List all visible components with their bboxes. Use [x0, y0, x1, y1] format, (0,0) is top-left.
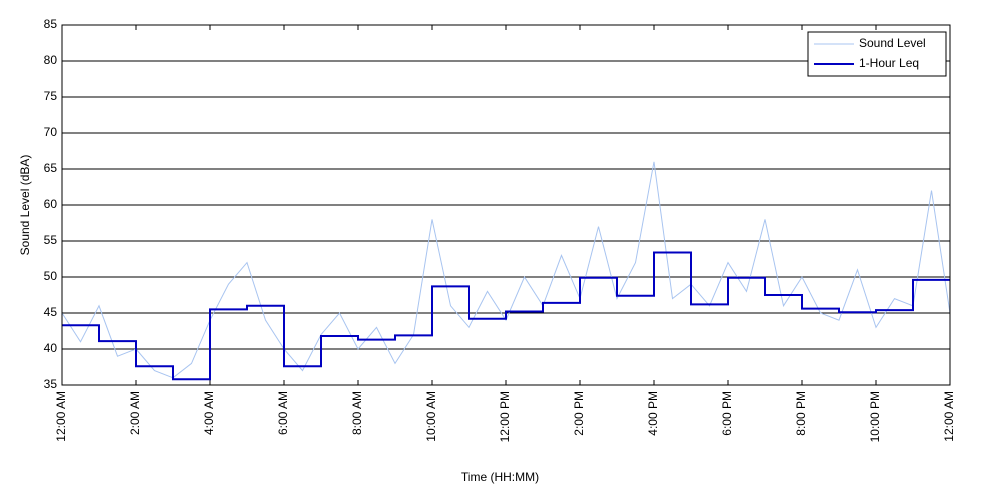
y-tick-label: 55 — [44, 233, 58, 247]
plot-frame — [61, 24, 951, 386]
x-axis-label: Time (HH:MM) — [461, 470, 539, 484]
x-tick-label: 4:00 PM — [646, 391, 660, 436]
x-tick-label: 10:00 AM — [424, 391, 438, 442]
y-axis-label: Sound Level (dBA) — [18, 155, 32, 256]
x-tick-label: 4:00 AM — [202, 391, 216, 435]
y-tick-label: 60 — [44, 197, 58, 211]
y-tick-label: 50 — [44, 269, 58, 283]
series-line — [62, 251, 950, 381]
y-tick-label: 80 — [44, 53, 58, 67]
y-tick-label: 45 — [44, 305, 58, 319]
x-tick-label: 6:00 PM — [720, 391, 734, 436]
y-tick-label: 35 — [44, 377, 58, 391]
x-tick-label: 12:00 AM — [942, 391, 956, 442]
legend-label: Sound Level — [859, 36, 926, 50]
x-tick-label: 2:00 AM — [128, 391, 142, 435]
x-tick-label: 6:00 AM — [276, 391, 290, 435]
legend-box — [807, 31, 947, 77]
x-tick-label: 8:00 PM — [794, 391, 808, 436]
x-tick-label: 2:00 PM — [572, 391, 586, 436]
y-tick-label: 65 — [44, 161, 58, 175]
y-tick-label: 40 — [44, 341, 58, 355]
y-tick-label: 75 — [44, 89, 58, 103]
x-tick-label: 10:00 PM — [868, 391, 882, 442]
legend-label: 1-Hour Leq — [859, 56, 919, 70]
x-tick-label: 12:00 AM — [54, 391, 68, 442]
x-tick-label: 8:00 AM — [350, 391, 364, 435]
y-tick-label: 70 — [44, 125, 58, 139]
y-tick-label: 85 — [44, 17, 58, 31]
x-tick-label: 12:00 PM — [498, 391, 512, 442]
